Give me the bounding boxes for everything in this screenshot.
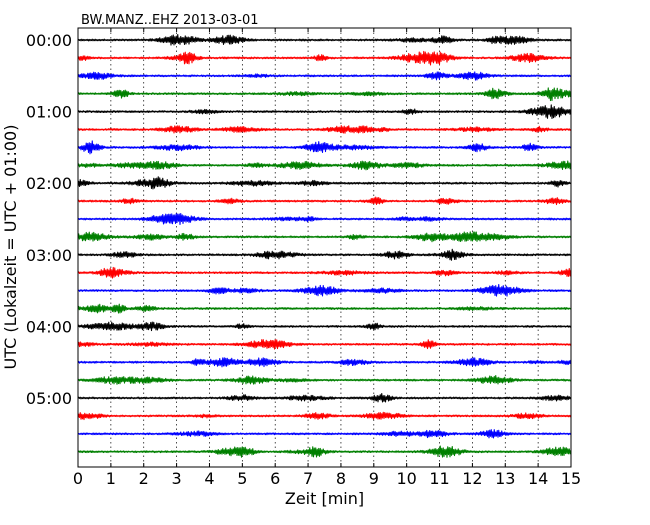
seismic-trace-17 (77, 321, 572, 332)
seismic-trace-10 (77, 196, 572, 206)
seismic-trace-6 (77, 125, 572, 134)
chart-title: BW.MANZ..EHZ 2013-03-01 (81, 13, 259, 28)
seismic-trace-9 (77, 176, 572, 190)
y-tick-label-3: 03:00 (26, 246, 72, 265)
seismic-traces (77, 34, 572, 458)
seismic-trace-4 (77, 87, 572, 102)
grid-lines (110, 28, 539, 467)
x-tick-label-12: 12 (462, 469, 482, 488)
x-tick-label-3: 3 (172, 469, 182, 488)
seismic-trace-13 (77, 248, 572, 261)
seismic-trace-22 (77, 411, 572, 421)
seismic-trace-3 (77, 71, 572, 81)
x-tick-label-4: 4 (204, 469, 214, 488)
seismic-trace-12 (77, 231, 572, 243)
x-tick-label-13: 13 (495, 469, 515, 488)
y-tick-label-2: 02:00 (26, 174, 72, 193)
y-tick-label-4: 04:00 (26, 317, 72, 336)
seismic-trace-23 (77, 429, 572, 439)
seismic-trace-1 (77, 34, 572, 46)
y-axis-label: UTC (Lokalzeit = UTC + 01:00) (1, 125, 20, 370)
seismic-trace-11 (77, 212, 572, 226)
x-tick-label-15: 15 (561, 469, 581, 488)
seismic-trace-16 (77, 303, 572, 314)
x-tick-label-14: 14 (528, 469, 548, 488)
x-tick-label-7: 7 (303, 469, 313, 488)
seismic-trace-20 (77, 374, 572, 385)
seismic-trace-8 (77, 160, 572, 171)
seismic-trace-2 (77, 50, 572, 66)
x-tick-label-1: 1 (106, 469, 116, 488)
y-tick-label-5: 05:00 (26, 389, 72, 408)
x-tick-label-9: 9 (369, 469, 379, 488)
x-tick-label-6: 6 (270, 469, 280, 488)
seismic-trace-19 (77, 357, 572, 368)
seismic-trace-24 (77, 445, 572, 458)
x-tick-label-11: 11 (429, 469, 449, 488)
axes: 0 1 2 3 4 5 6 7 8 9 10 11 12 13 14 1500:0001:0002:0003:… (26, 27, 581, 488)
y-tick-label-1: 01:00 (26, 103, 72, 122)
seismic-trace-5 (77, 104, 572, 119)
seismic-trace-15 (77, 283, 572, 297)
x-tick-label-5: 5 (237, 469, 247, 488)
seismic-trace-18 (77, 339, 572, 350)
x-axis-label: Zeit [min] (285, 489, 364, 508)
x-tick-label-8: 8 (336, 469, 346, 488)
seismic-trace-7 (77, 140, 572, 155)
plot-frame (77, 27, 572, 468)
seismic-trace-14 (77, 266, 572, 279)
x-tick-label-2: 2 (139, 469, 149, 488)
seismic-trace-21 (77, 393, 572, 403)
x-tick-label-0: 0 (73, 469, 83, 488)
x-tick-label-10: 10 (396, 469, 416, 488)
y-tick-label-0: 00:00 (26, 31, 72, 50)
